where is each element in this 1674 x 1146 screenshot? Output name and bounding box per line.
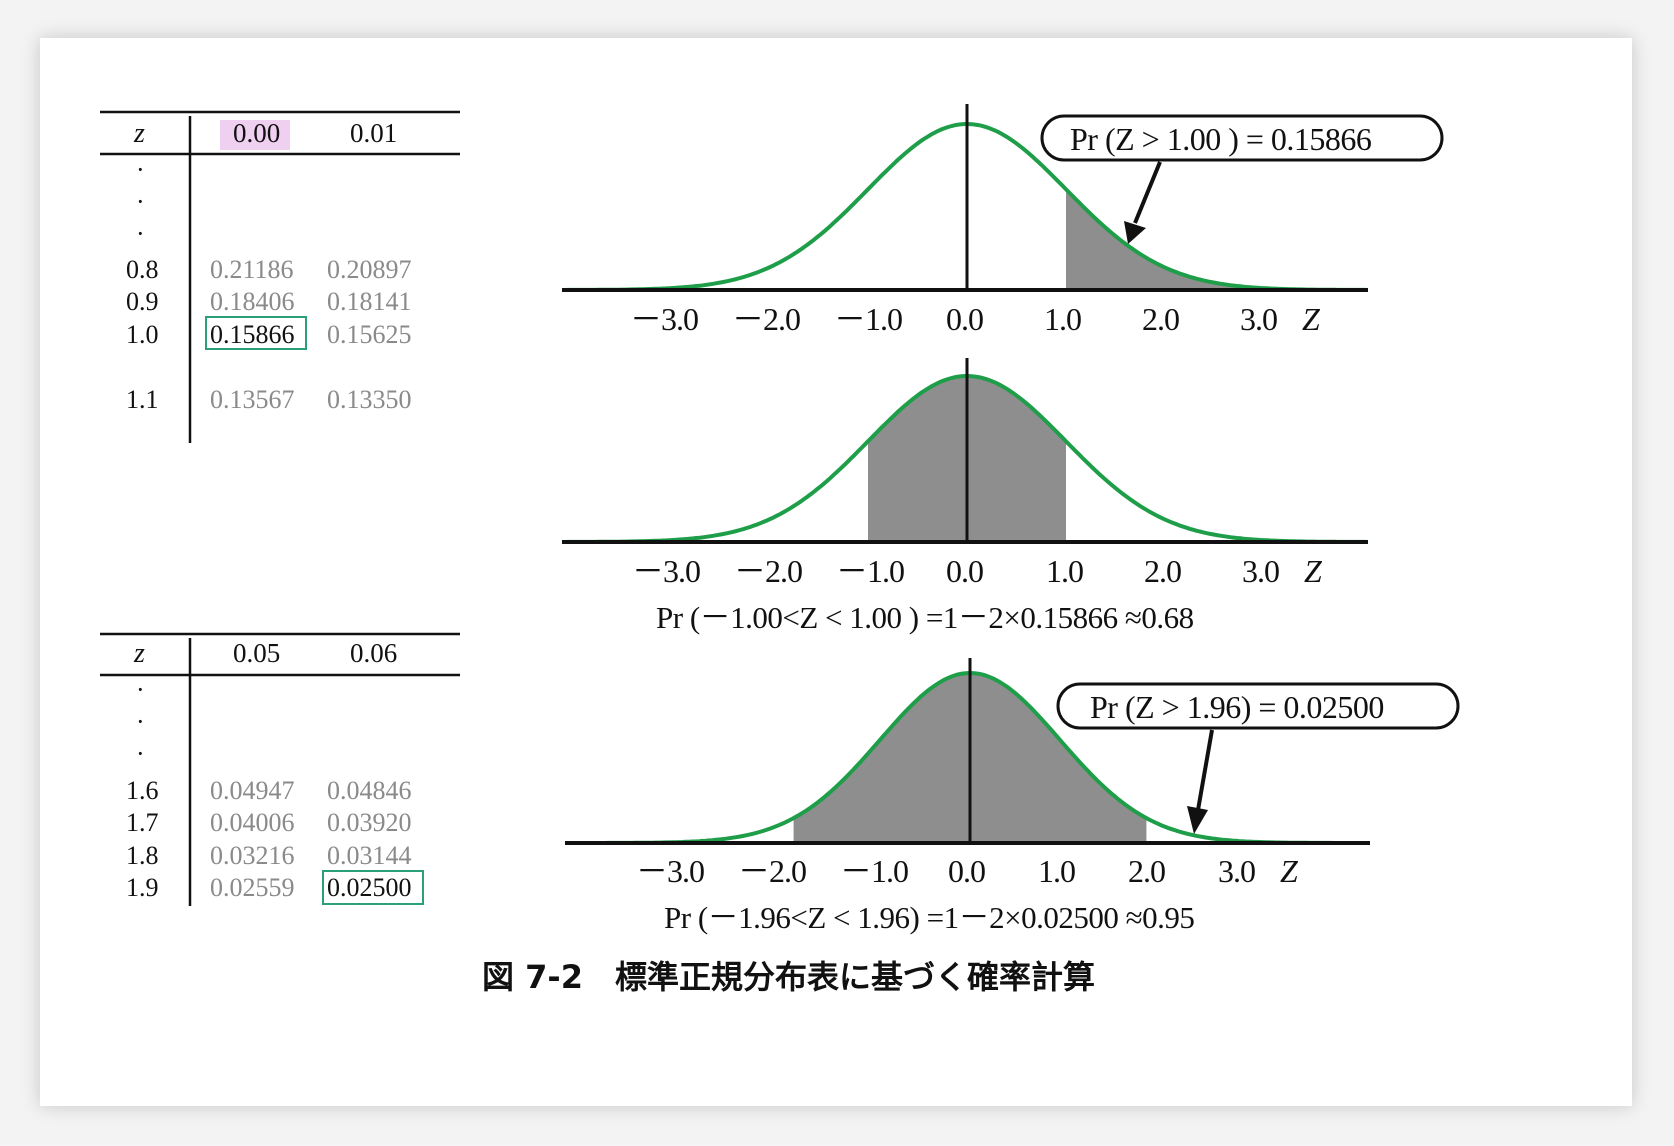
table-cell: 0.04846 (327, 776, 412, 805)
pointer-arrow (1196, 729, 1214, 811)
probability-formula: Pr (－1.96<Z < 1.96) =1－2×0.02500 ≈0.95 (664, 900, 1194, 935)
tick-label: －3.0 (630, 301, 698, 337)
table-cell: 0.03920 (327, 808, 412, 837)
ellipsis-dot: · (136, 219, 145, 248)
table-cell: 0.03216 (210, 841, 295, 870)
normal-plot-2: －3.0 －2.0 －1.0 0.0 1.0 2.0 3.0 Z Pr (－1.… (562, 358, 1369, 635)
table-cell: 0.15625 (327, 320, 412, 349)
tick-label: －2.0 (732, 301, 800, 337)
probability-bubble (1056, 682, 1460, 730)
tick-label: －2.0 (734, 553, 802, 589)
tick-label: 1.0 (1046, 553, 1083, 589)
table-cell: 0.18141 (327, 287, 412, 316)
z-table-1: z 0.00 0.01 · · · 0.8 0.21186 0.20897 0.… (100, 110, 460, 443)
table-col-header: 0.06 (350, 638, 397, 668)
table-cell: 0.02559 (210, 873, 295, 902)
tick-label: 1.0 (1038, 853, 1075, 889)
figure-canvas: z 0.00 0.01 · · · 0.8 0.21186 0.20897 0.… (100, 104, 1460, 996)
tick-label: 2.0 (1144, 553, 1181, 589)
tick-label: －1.0 (840, 853, 908, 889)
axis-label-z: Z (1302, 301, 1321, 337)
header-highlight (220, 120, 290, 150)
figure-caption: 図 7-2 標準正規分布表に基づく確率計算 (482, 958, 1095, 996)
highlight-box (322, 870, 424, 905)
row-label: 0.8 (126, 255, 159, 284)
tick-label: －1.0 (836, 553, 904, 589)
normal-curve (562, 374, 1369, 544)
table-cell: 0.21186 (210, 255, 294, 284)
row-label: 1.1 (126, 385, 159, 414)
arrow-head (1124, 221, 1146, 244)
table-col-header: 0.05 (233, 638, 280, 668)
probability-bubble (1040, 114, 1444, 162)
row-label: 1.8 (126, 841, 159, 870)
table-col-header: 0.00 (233, 118, 280, 148)
arrow-head (1187, 806, 1208, 834)
row-label: 0.9 (126, 287, 159, 316)
row-label: 1.6 (126, 776, 159, 805)
ellipsis-dot: · (136, 155, 145, 184)
tick-label: 3.0 (1242, 553, 1279, 589)
tick-label: 3.0 (1218, 853, 1255, 889)
bubble-text: Pr (Z > 1.96) = 0.02500 (1090, 689, 1384, 725)
shaded-area (1066, 189, 1324, 290)
tick-label: 0.0 (946, 301, 983, 337)
axis-label-z: Z (1304, 553, 1323, 589)
ellipsis-dot: · (136, 739, 145, 768)
axis-label-z: Z (1280, 853, 1299, 889)
table-cell: 0.04006 (210, 808, 295, 837)
normal-plot-3: －3.0 －2.0 －1.0 0.0 1.0 2.0 3.0 Z Pr (Z >… (565, 658, 1460, 935)
tick-label: －3.0 (636, 853, 704, 889)
probability-formula: Pr (－1.00<Z < 1.00 ) =1－2×0.15866 ≈0.68 (656, 600, 1194, 635)
tick-label: 2.0 (1128, 853, 1165, 889)
tick-label: －1.0 (834, 301, 902, 337)
table-col-header: 0.01 (350, 118, 397, 148)
pointer-arrow (1133, 161, 1162, 224)
tick-label: 1.0 (1044, 301, 1081, 337)
tick-label: －2.0 (738, 853, 806, 889)
bubble-text: Pr (Z > 1.00 ) = 0.15866 (1070, 121, 1372, 157)
row-label: 1.9 (126, 873, 159, 902)
table-z-header: z (133, 118, 145, 149)
table-cell-highlighted: 0.15866 (210, 320, 295, 349)
tick-label: 0.0 (946, 553, 983, 589)
ellipsis-dot: · (136, 187, 145, 216)
row-label: 1.7 (126, 808, 159, 837)
row-label: 1.0 (126, 320, 159, 349)
tick-label: 0.0 (948, 853, 985, 889)
tick-label: 2.0 (1142, 301, 1179, 337)
ellipsis-dot: · (136, 675, 145, 704)
normal-plot-1: －3.0 －2.0 －1.0 0.0 1.0 2.0 3.0 Z Pr (Z >… (562, 104, 1444, 337)
figure-page: z 0.00 0.01 · · · 0.8 0.21186 0.20897 0.… (40, 38, 1632, 1106)
z-table-2: z 0.05 0.06 · · · 1.6 0.04947 0.04846 1.… (100, 632, 460, 906)
table-cell: 0.04947 (210, 776, 295, 805)
highlight-box (205, 316, 307, 350)
table-cell: 0.18406 (210, 287, 295, 316)
tick-label: －3.0 (632, 553, 700, 589)
table-z-header: z (133, 638, 145, 669)
table-cell: 0.13350 (327, 385, 412, 414)
ellipsis-dot: · (136, 707, 145, 736)
table-cell: 0.13567 (210, 385, 295, 414)
table-cell-highlighted: 0.02500 (327, 873, 412, 902)
table-cell: 0.20897 (327, 255, 412, 284)
normal-curve (562, 122, 1369, 292)
table-cell: 0.03144 (327, 841, 412, 870)
tick-label: 3.0 (1240, 301, 1277, 337)
